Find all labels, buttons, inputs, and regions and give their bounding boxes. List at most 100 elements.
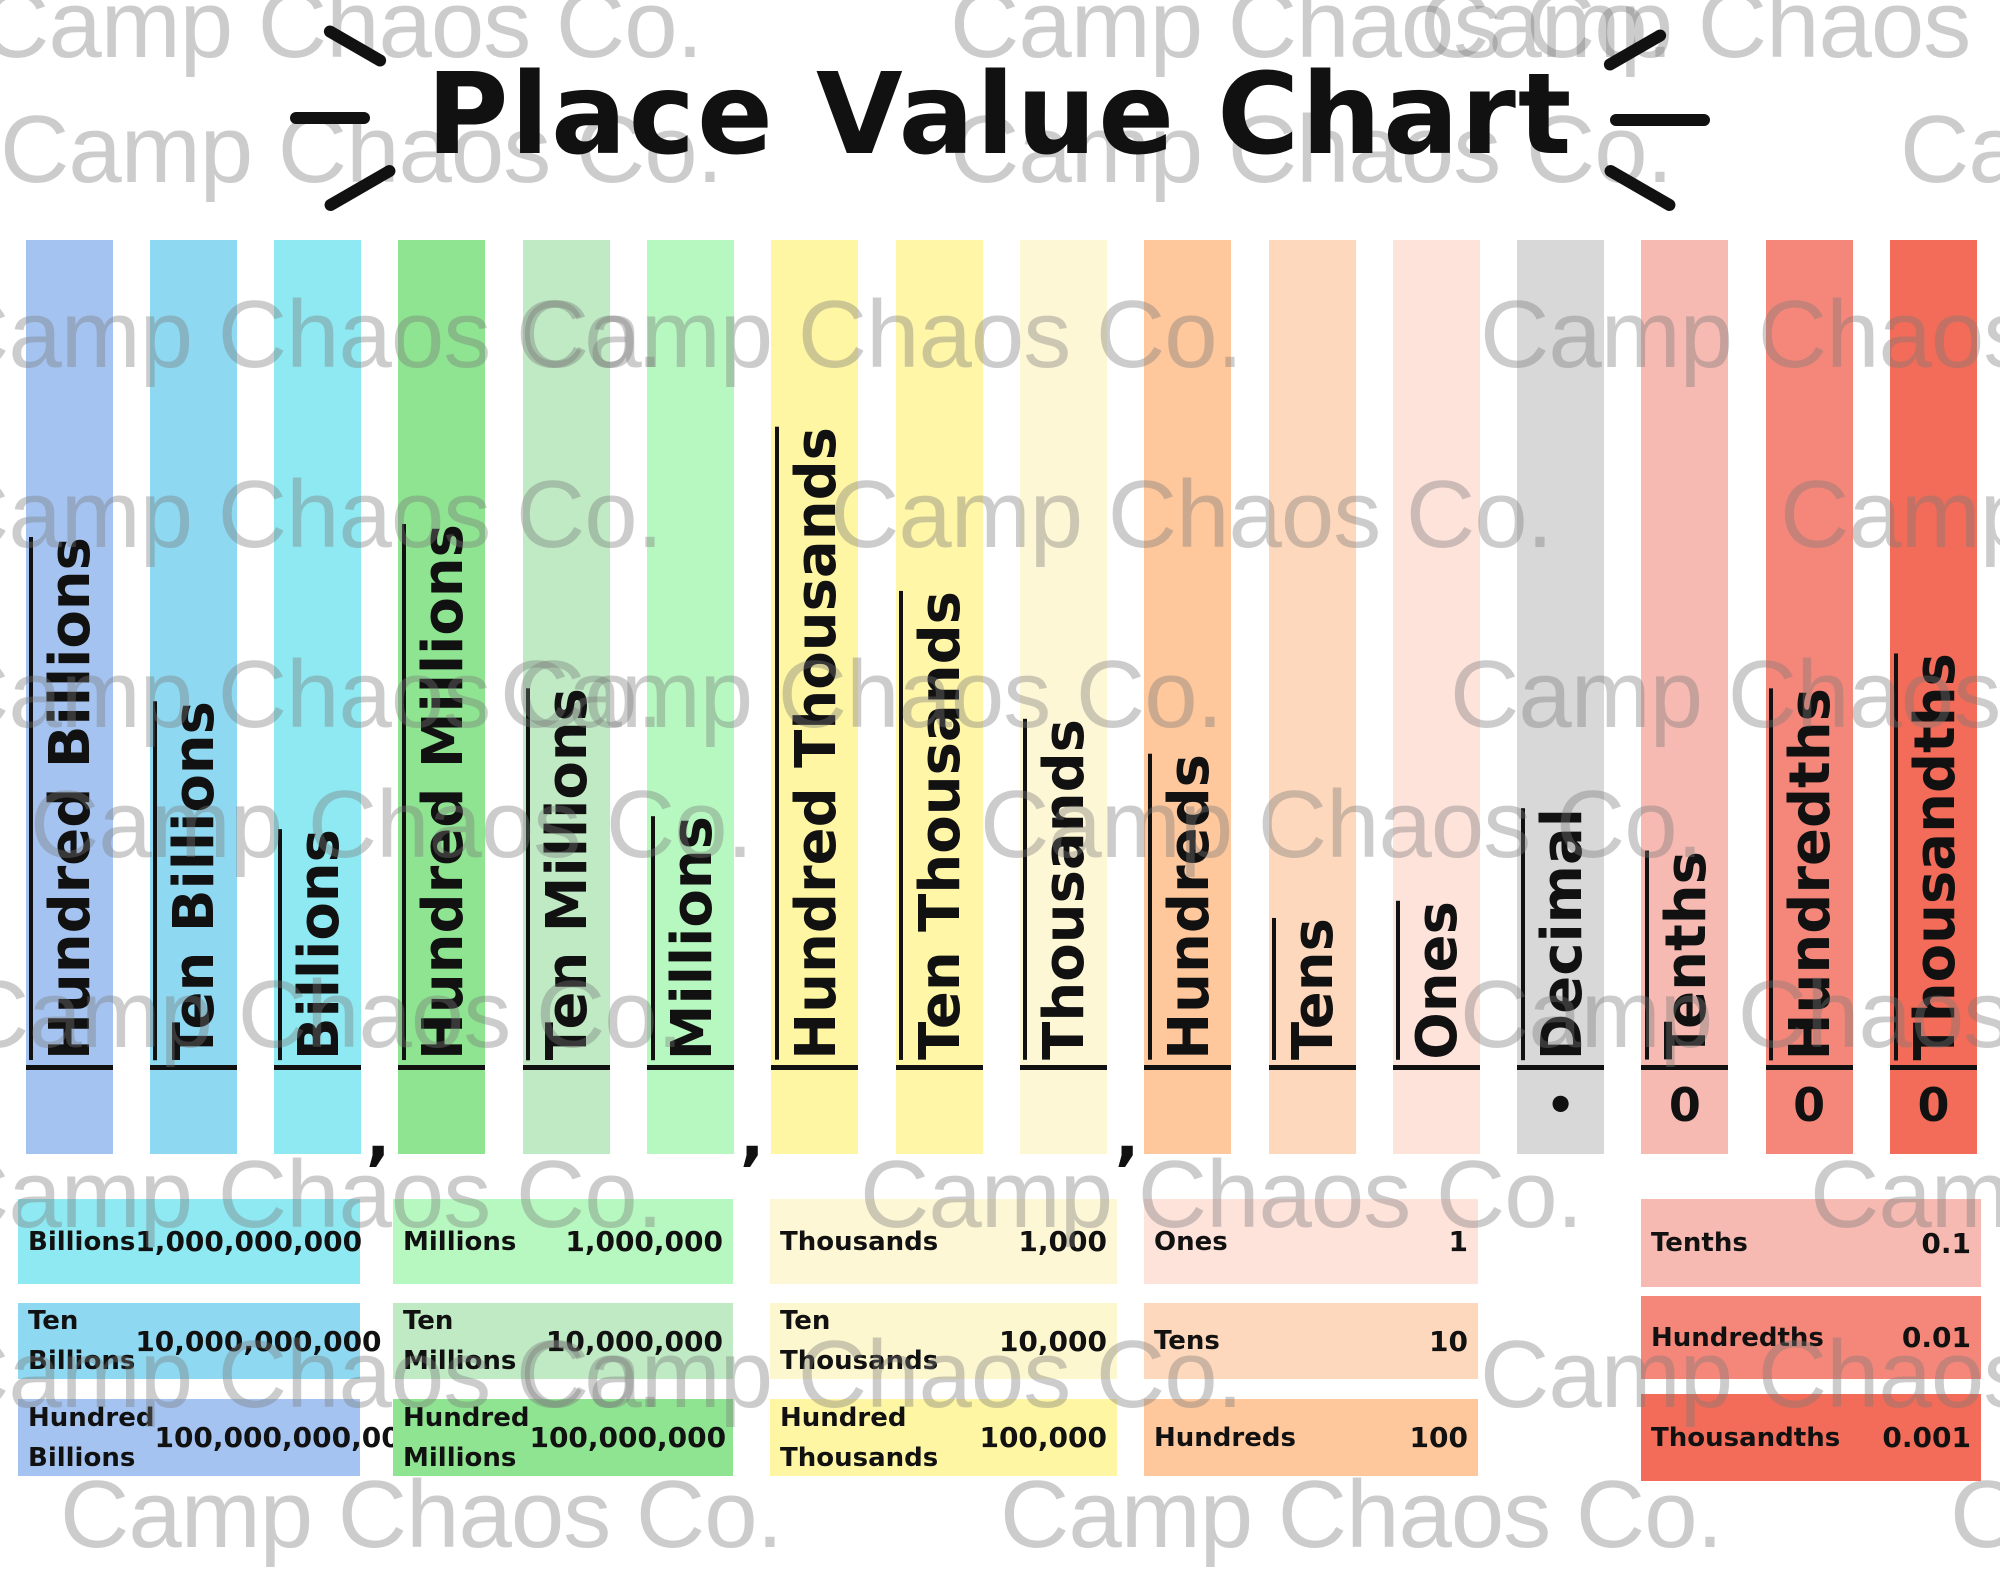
place-name: Hundred Thousands: [780, 1402, 939, 1473]
column-label: Decimal: [1520, 807, 1601, 1060]
column-label: Hundredths: [1769, 687, 1850, 1060]
column-label: Tenths: [1644, 851, 1725, 1060]
comma-separator: ,: [740, 1100, 765, 1174]
place-value: 1,000,000,000: [135, 1225, 363, 1258]
column-ones: Ones: [1392, 240, 1480, 1154]
column-label: Thousandths: [1893, 652, 1974, 1060]
place-name: Billions: [28, 1226, 136, 1257]
column-ten-billions: Ten Billions: [149, 240, 237, 1154]
place-value: 0.001: [1882, 1421, 1971, 1454]
place-name: Hundred Billions: [28, 1402, 155, 1473]
column-hundred-millions: Hundred Millions: [398, 240, 486, 1154]
column-label: Ones: [1396, 901, 1477, 1060]
place-value: 10: [1429, 1324, 1468, 1358]
column-mark: 0: [1668, 1078, 1701, 1132]
watermark-text: Camp Chaos Co.: [30, 771, 753, 878]
baseline-rule: [522, 1065, 610, 1070]
baseline-rule: [1144, 1065, 1232, 1070]
place-value-row: Ones 1: [1144, 1199, 1478, 1284]
column-millions: Millions: [647, 240, 734, 1154]
place-name: Hundred Millions: [403, 1402, 530, 1473]
place-value-row: Hundreds 100: [1144, 1399, 1478, 1476]
watermark-text: Camp Chaos Co.: [1000, 1461, 1723, 1568]
baseline-rule: [1392, 1065, 1480, 1070]
baseline-rule: [895, 1065, 983, 1070]
column-ten-thousands: Ten Thousands: [895, 240, 983, 1154]
page-title: Place Value Chart: [426, 50, 1574, 180]
column-label: Hundreds: [1147, 754, 1228, 1060]
column-mark: •: [1545, 1078, 1576, 1132]
place-value: 0.1: [1921, 1226, 1971, 1260]
place-value-row: Thousandths 0.001: [1641, 1394, 1981, 1481]
column-label: Ten Billions: [153, 700, 234, 1060]
place-value: 100,000: [979, 1421, 1107, 1454]
column-label: Hundred Billions: [29, 536, 109, 1060]
place-value: 1: [1448, 1225, 1468, 1258]
place-name: Tens: [1154, 1326, 1220, 1356]
place-value: 100,000,000: [529, 1421, 727, 1454]
place-value-row: Thousands 1,000: [770, 1199, 1117, 1284]
baseline-rule: [771, 1065, 859, 1070]
place-value: 10,000,000: [545, 1324, 723, 1358]
place-name: Ten Thousands: [780, 1306, 939, 1376]
place-value-row: Ten Billions 10,000,000,000: [18, 1303, 382, 1379]
comma-separator: ,: [366, 1100, 391, 1174]
place-value: 100: [1409, 1421, 1468, 1454]
column-hundred-thousands: Hundred Thousands: [771, 240, 859, 1154]
place-value-row: Millions 1,000,000: [393, 1199, 733, 1284]
place-value-row: Hundred Millions 100,000,000: [393, 1399, 733, 1476]
place-name: Ones: [1154, 1226, 1228, 1257]
column-hundreds: Hundreds: [1144, 240, 1232, 1154]
place-value-row: Hundredths 0.01: [1641, 1296, 1981, 1379]
place-value-row: Hundred Billions 100,000,000,000: [18, 1399, 420, 1476]
place-value: 100,000,000,000: [154, 1421, 421, 1454]
place-value: 1,000: [1018, 1225, 1107, 1258]
column-thousands: Thousands: [1019, 240, 1107, 1154]
baseline-rule: [1268, 1065, 1356, 1070]
column-mark: 0: [1793, 1078, 1826, 1132]
place-value: 10,000,000,000: [135, 1324, 382, 1358]
place-value-row: Ten Millions 10,000,000: [393, 1303, 733, 1379]
place-name: Ten Billions: [28, 1306, 136, 1376]
baseline-rule: [1019, 1065, 1107, 1070]
baseline-rule: [274, 1065, 362, 1070]
column-label: Ten Millions: [526, 687, 607, 1060]
baseline-rule: [25, 1065, 113, 1070]
baseline-rule: [1890, 1065, 1977, 1070]
place-value-row: Billions 1,000,000,000: [18, 1199, 363, 1284]
watermark-text: Camp Chaos Co.: [520, 281, 1243, 388]
column-decimal: Decimal •: [1517, 240, 1605, 1154]
column-label: Thousands: [1023, 719, 1104, 1060]
decoration-dash: [1610, 114, 1710, 126]
column-label: Millions: [650, 815, 731, 1060]
place-value: 1,000,000: [565, 1225, 723, 1258]
column-label: Ten Thousands: [899, 591, 980, 1060]
column-hundred-billions: Hundred Billions: [25, 240, 113, 1154]
baseline-rule: [1765, 1065, 1853, 1070]
column-thousandths: Thousandths 0: [1890, 240, 1977, 1154]
baseline-rule: [1641, 1065, 1729, 1070]
baseline-rule: [647, 1065, 734, 1070]
baseline-rule: [149, 1065, 237, 1070]
place-name: Thousandths: [1651, 1422, 1841, 1453]
place-name: Ten Millions: [403, 1306, 517, 1376]
column-label: Tens: [1272, 918, 1352, 1060]
comma-separator: ,: [1115, 1100, 1140, 1174]
column-label: Hundred Millions: [401, 523, 482, 1060]
place-name: Hundreds: [1154, 1422, 1296, 1453]
place-value-row: Tens 10: [1144, 1303, 1478, 1379]
place-value-row: Tenths 0.1: [1641, 1199, 1981, 1287]
place-value: 0.01: [1901, 1321, 1971, 1354]
column-tenths: Tenths 0: [1641, 240, 1729, 1154]
column-tens: Tens: [1268, 240, 1356, 1154]
column-billions: Billions: [274, 240, 362, 1154]
place-name: Thousands: [780, 1226, 939, 1257]
baseline-rule: [398, 1065, 486, 1070]
place-name: Millions: [403, 1226, 517, 1257]
baseline-rule: [1517, 1065, 1605, 1070]
place-name: Tenths: [1651, 1228, 1748, 1258]
place-value: 10,000: [998, 1324, 1107, 1358]
column-ten-millions: Ten Millions: [522, 240, 610, 1154]
column-mark: 0: [1917, 1078, 1950, 1132]
decoration-dash: [290, 112, 370, 124]
